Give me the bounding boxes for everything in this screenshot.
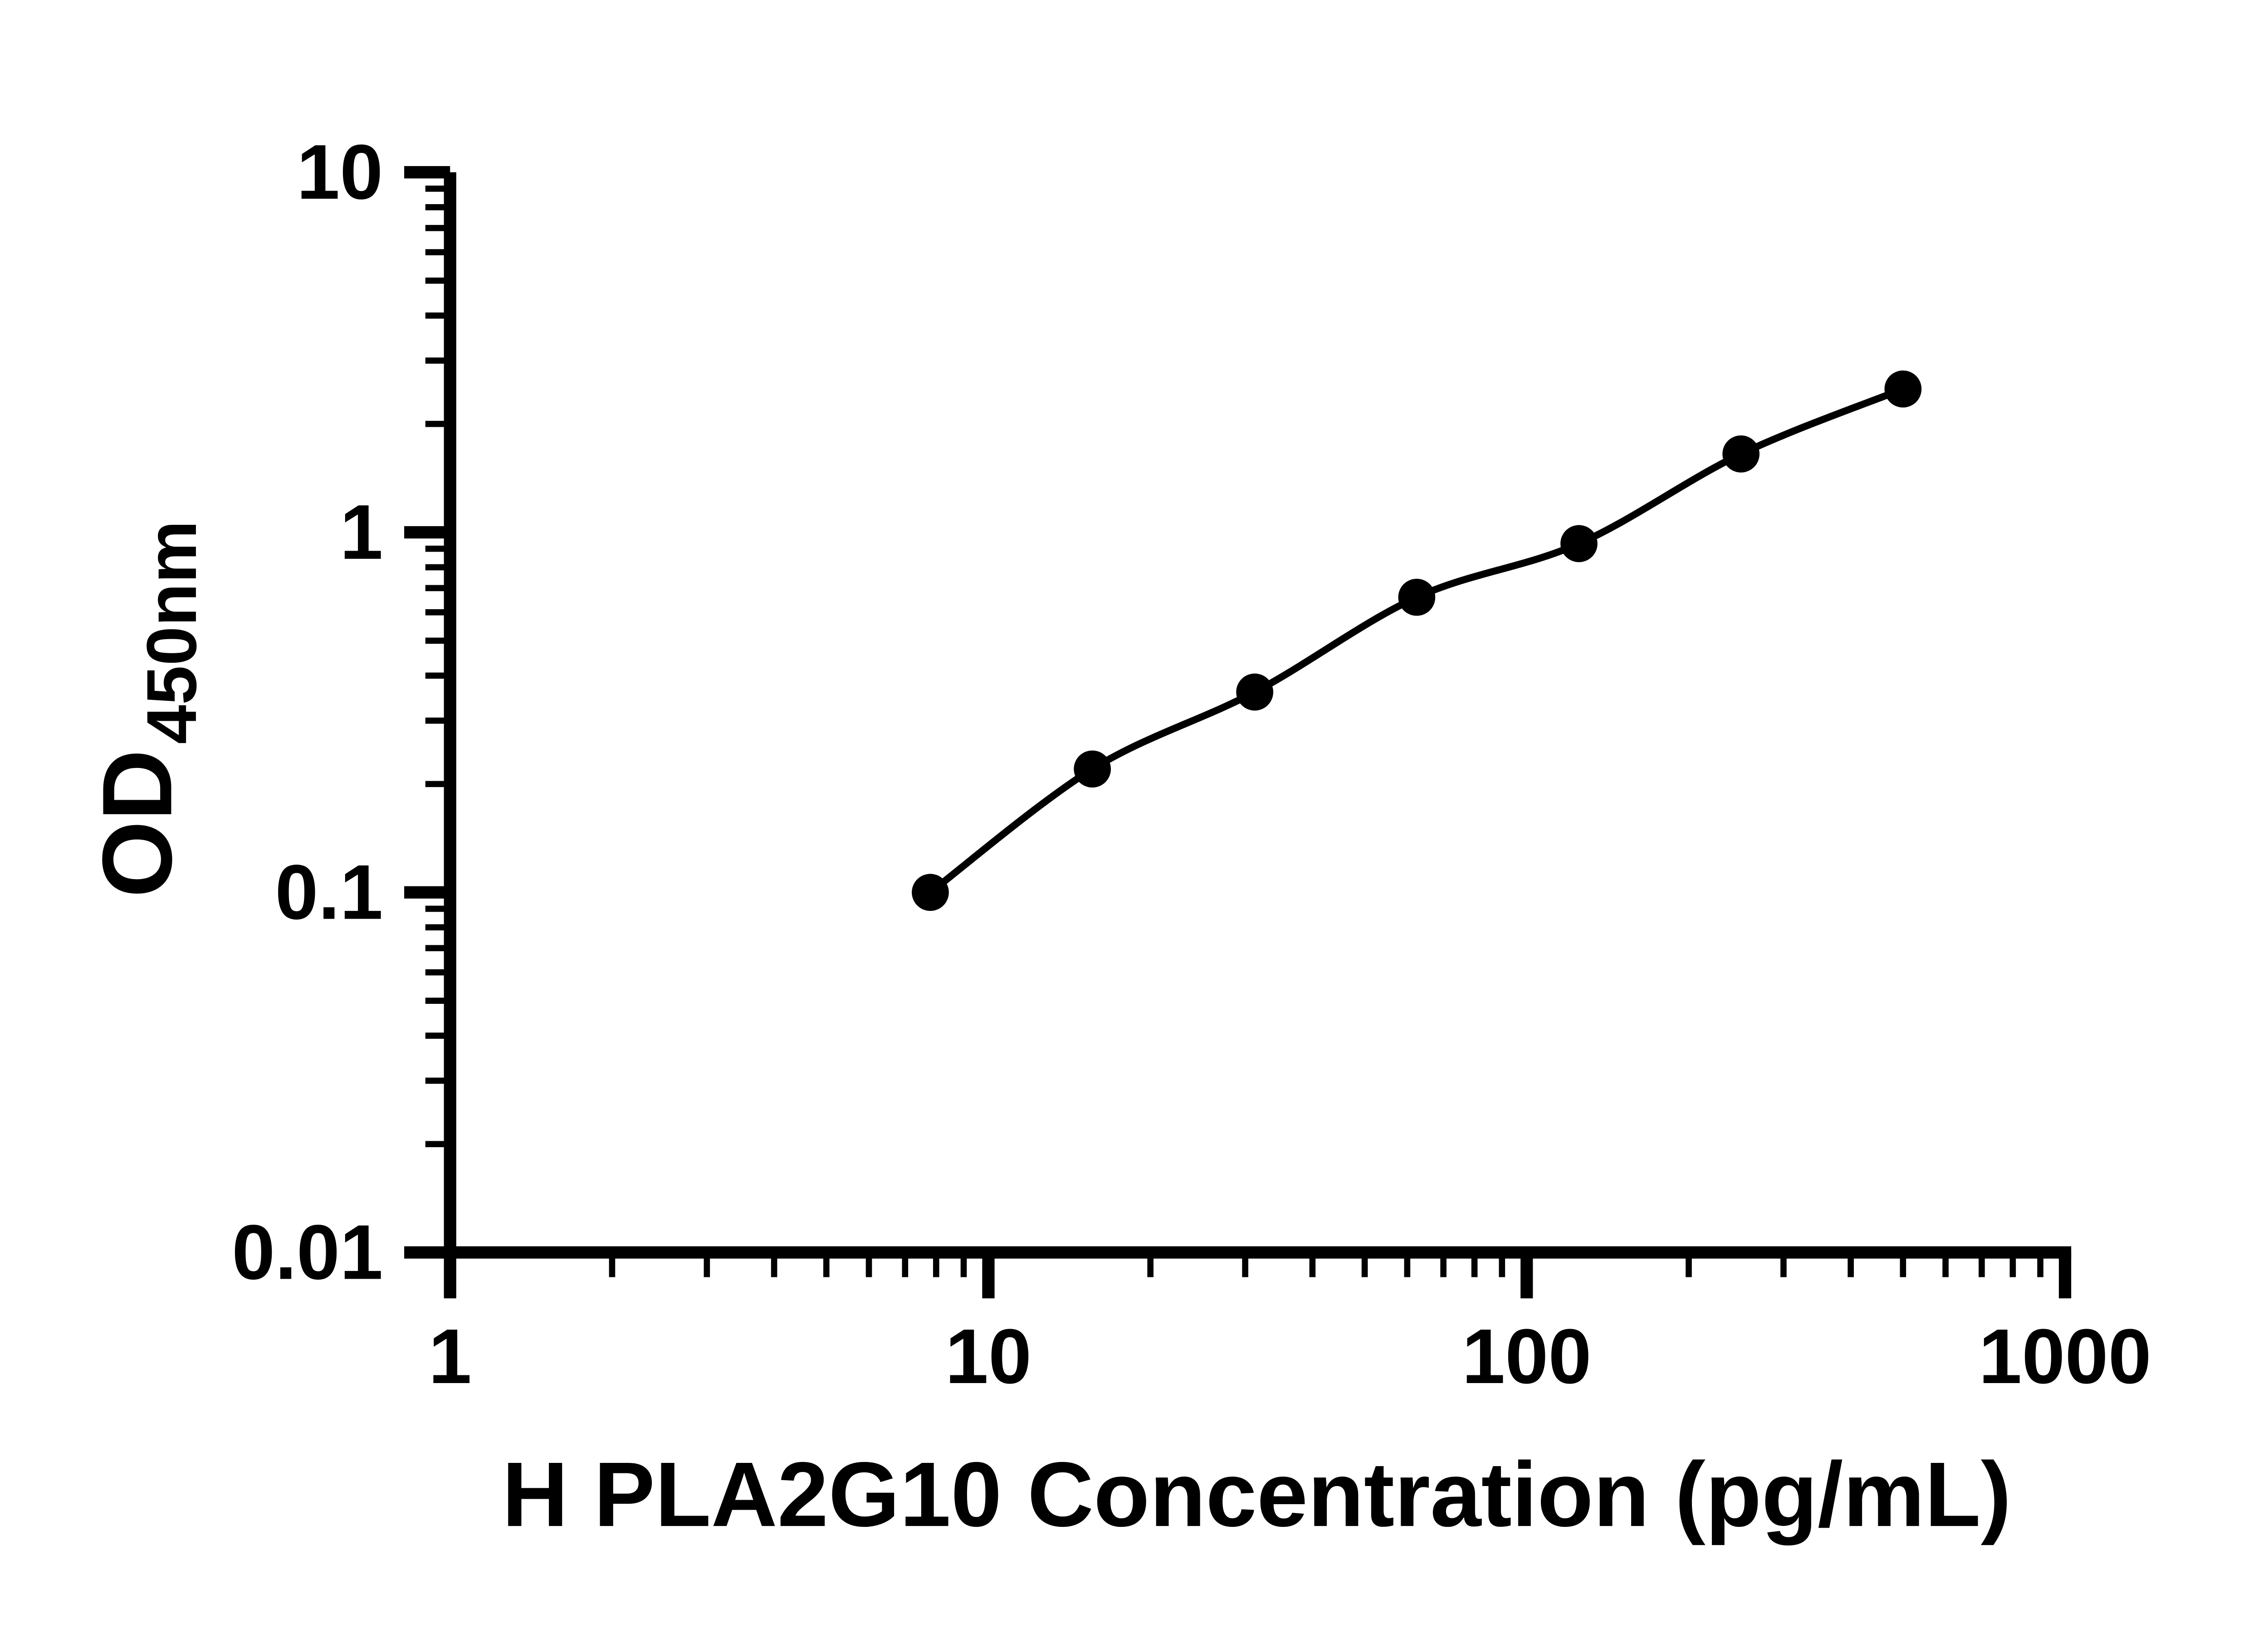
plot-area: 1 10 100 1000 0.01 0.1 1 10: [232, 129, 2151, 1400]
x-tick-label: 100: [1462, 1313, 1592, 1400]
data-point: [1884, 370, 1922, 408]
y-tick-label: 1: [340, 489, 383, 576]
data-point: [1722, 435, 1760, 473]
data-point: [1398, 578, 1436, 616]
y-axis-title-main: OD: [82, 749, 192, 898]
y-axis-title: OD 450nm: [82, 520, 210, 898]
x-tick-label: 10: [945, 1313, 1031, 1400]
fit-line: [928, 386, 1905, 895]
data-point: [912, 874, 949, 911]
y-axis-title-subscript: 450nm: [132, 520, 211, 744]
x-tick-label: 1000: [1979, 1313, 2151, 1400]
x-tick-label: 1: [429, 1313, 472, 1400]
y-tick-label: 0.01: [232, 1209, 383, 1296]
data-point: [1560, 525, 1598, 562]
y-tick-label: 0.1: [275, 849, 383, 936]
data-point: [1236, 673, 1274, 711]
chart-svg: 1 10 100 1000 0.01 0.1 1 10 H PLA2G10 Concentra…: [82, 129, 2151, 1545]
x-axis-title: H PLA2G10 Concentration (pg/mL): [502, 1443, 2011, 1545]
y-tick-label: 10: [297, 129, 383, 215]
data-point: [1074, 750, 1111, 788]
